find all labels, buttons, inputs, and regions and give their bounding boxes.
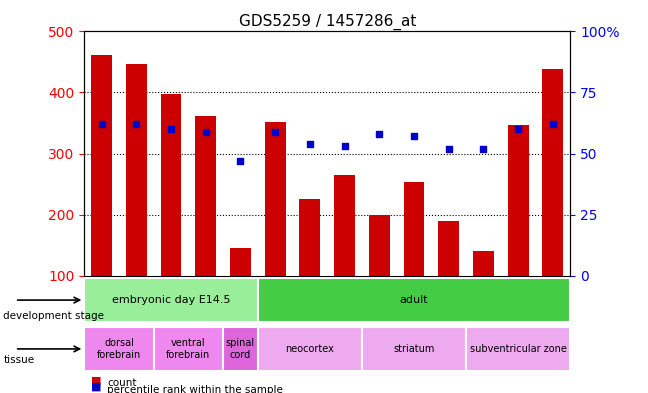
- FancyBboxPatch shape: [223, 327, 258, 371]
- FancyBboxPatch shape: [466, 327, 570, 371]
- Text: embryonic day E14.5: embryonic day E14.5: [111, 295, 230, 305]
- FancyBboxPatch shape: [258, 327, 362, 371]
- Text: spinal
cord: spinal cord: [226, 338, 255, 360]
- Bar: [265, 122, 286, 275]
- Point: [270, 129, 281, 135]
- Bar: [473, 251, 494, 275]
- Point: [201, 129, 211, 135]
- Bar: [91, 55, 112, 275]
- Title: GDS5259 / 1457286_at: GDS5259 / 1457286_at: [238, 14, 416, 30]
- Bar: [195, 116, 216, 275]
- FancyBboxPatch shape: [154, 327, 223, 371]
- Text: neocortex: neocortex: [286, 344, 334, 354]
- FancyBboxPatch shape: [84, 278, 258, 322]
- Point: [513, 126, 524, 132]
- Text: subventricular zone: subventricular zone: [470, 344, 566, 354]
- Point: [443, 145, 454, 152]
- Point: [548, 121, 558, 127]
- Point: [97, 121, 107, 127]
- Text: dorsal
forebrain: dorsal forebrain: [97, 338, 141, 360]
- Text: ■: ■: [91, 375, 101, 385]
- Point: [235, 158, 246, 164]
- Text: tissue: tissue: [3, 354, 34, 365]
- Point: [305, 141, 315, 147]
- Text: adult: adult: [400, 295, 428, 305]
- Text: striatum: striatum: [393, 344, 435, 354]
- Text: percentile rank within the sample: percentile rank within the sample: [107, 385, 283, 393]
- Text: ■: ■: [91, 382, 101, 392]
- Bar: [161, 94, 181, 275]
- Text: ventral
forebrain: ventral forebrain: [167, 338, 211, 360]
- Point: [478, 145, 489, 152]
- Text: count: count: [107, 378, 137, 388]
- Bar: [508, 125, 529, 275]
- Bar: [542, 69, 563, 275]
- Bar: [334, 175, 355, 275]
- Point: [374, 131, 384, 137]
- Bar: [438, 221, 459, 275]
- FancyBboxPatch shape: [258, 278, 570, 322]
- Point: [166, 126, 176, 132]
- Bar: [126, 64, 146, 275]
- FancyBboxPatch shape: [362, 327, 466, 371]
- Bar: [299, 199, 320, 275]
- Point: [340, 143, 350, 149]
- Bar: [404, 182, 424, 275]
- Point: [409, 133, 419, 140]
- Text: development stage: development stage: [3, 311, 104, 321]
- Bar: [230, 248, 251, 275]
- Bar: [369, 215, 389, 275]
- FancyBboxPatch shape: [84, 327, 154, 371]
- Point: [131, 121, 141, 127]
